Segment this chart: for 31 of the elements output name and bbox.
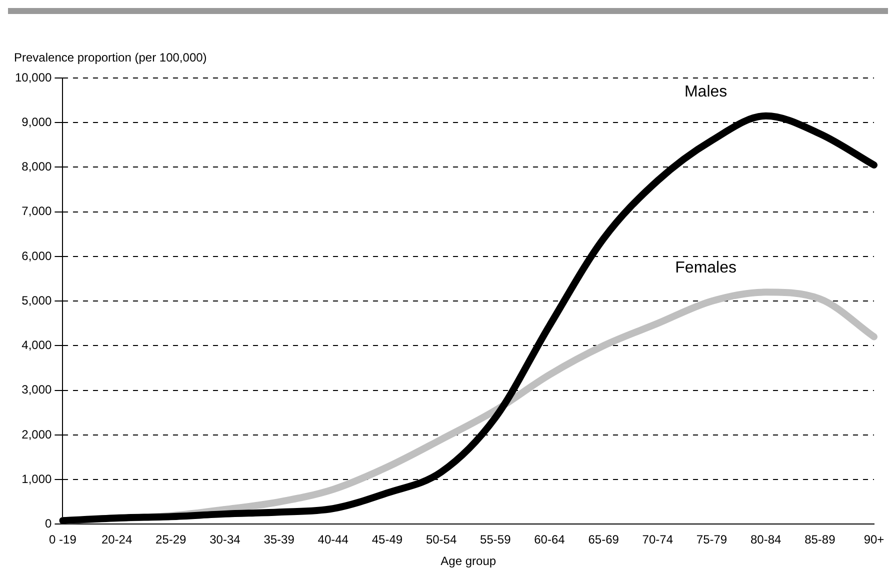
y-tick-label: 3,000 bbox=[22, 382, 52, 397]
x-tick-label: 50-54 bbox=[426, 532, 457, 547]
y-tick-label: 7,000 bbox=[22, 204, 52, 218]
y-tick-label: 10,000 bbox=[15, 70, 52, 84]
x-tick-label: 0 -19 bbox=[49, 532, 77, 547]
y-axis-title: Prevalence proportion (per 100,000) bbox=[14, 50, 207, 64]
x-tick-label: 25-29 bbox=[156, 532, 187, 547]
x-tick-label: 40-44 bbox=[318, 532, 349, 547]
y-tick-label: 5,000 bbox=[22, 293, 52, 308]
x-tick-label: 55-59 bbox=[480, 532, 512, 547]
y-tick-label: 0 bbox=[45, 516, 52, 531]
y-tick-label: 6,000 bbox=[22, 248, 52, 263]
x-tick-label: 80-84 bbox=[750, 532, 782, 547]
x-tick-label: 20-24 bbox=[101, 532, 132, 547]
y-tick-label: 1,000 bbox=[22, 472, 52, 486]
x-tick-label: 65-69 bbox=[588, 532, 620, 547]
x-tick-label: 90+ bbox=[864, 532, 884, 547]
x-axis-title: Age group bbox=[440, 554, 496, 568]
x-tick-label: 60-64 bbox=[534, 532, 566, 547]
x-tick-label: 85-89 bbox=[804, 532, 836, 547]
y-tick-label: 2,000 bbox=[22, 427, 52, 442]
series-label: Males bbox=[684, 83, 728, 100]
x-tick-label: 75-79 bbox=[696, 532, 728, 547]
x-tick-label: 45-49 bbox=[372, 532, 403, 547]
series-label: Females bbox=[675, 260, 737, 277]
x-tick-label: 30-34 bbox=[210, 532, 241, 547]
x-tick-label: 35-39 bbox=[264, 532, 295, 547]
y-tick-label: 9,000 bbox=[22, 114, 52, 129]
x-tick-label: 70-74 bbox=[642, 532, 674, 547]
y-tick-label: 8,000 bbox=[22, 160, 52, 174]
y-tick-label: 4,000 bbox=[22, 338, 52, 352]
